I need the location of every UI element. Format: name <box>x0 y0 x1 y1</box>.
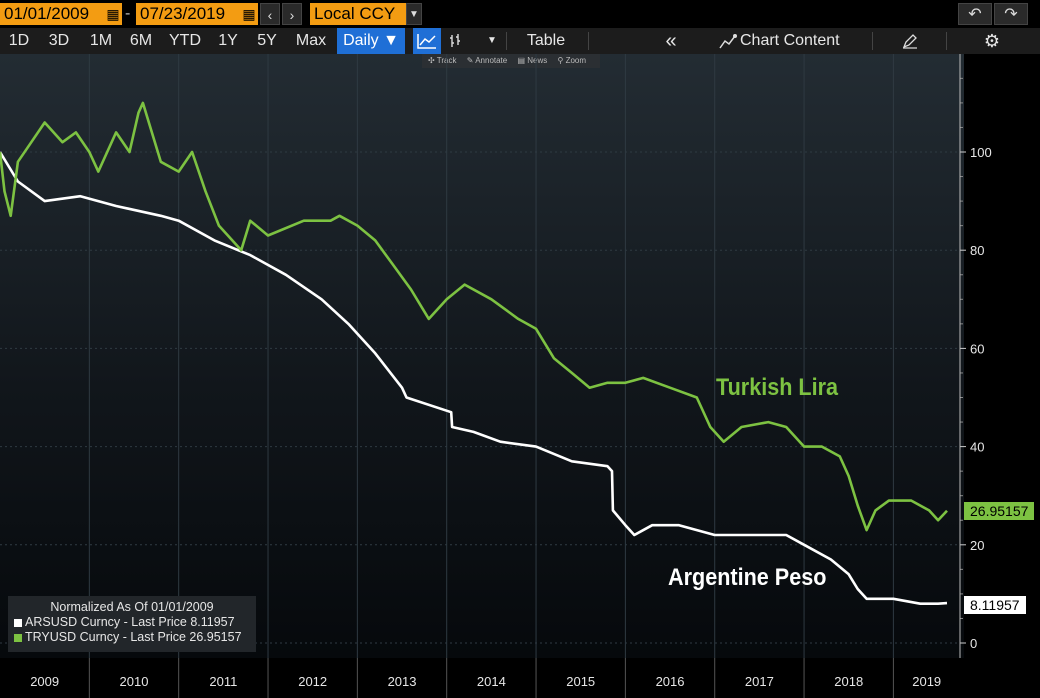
y-tick-label: 40 <box>970 440 984 455</box>
top-bar: 01/01/2009 ▦ - 07/23/2019 ▦ ‹ › Local CC… <box>0 0 1040 28</box>
legend-swatch <box>14 633 22 642</box>
date-separator: - <box>125 5 131 22</box>
y-tick-label: 0 <box>970 636 977 651</box>
legend-label: ARSUSD Curncy - Last Price 8.11957 <box>25 615 235 629</box>
caret-down-icon[interactable]: ▼ <box>406 3 422 25</box>
range-3d[interactable]: 3D <box>48 32 70 49</box>
x-tick-label: 2017 <box>745 674 774 689</box>
legend-item-ars[interactable]: ARSUSD Curncy - Last Price 8.11957 <box>8 615 256 629</box>
x-tick-label: 2016 <box>656 674 685 689</box>
chevron-right-icon[interactable]: › <box>282 3 302 25</box>
legend-title: Normalized As Of 01/01/2009 <box>50 600 214 614</box>
last-price-tag-ars: 8.11957 <box>964 596 1026 614</box>
gear-icon[interactable]: ⚙ <box>983 31 1001 51</box>
range-5y[interactable]: 5Y <box>257 32 277 49</box>
zoom-tool[interactable]: ⚲ Zoom <box>557 56 587 65</box>
frequency-select[interactable]: Daily ▼ <box>337 28 405 54</box>
range-ytd[interactable]: YTD <box>169 32 201 49</box>
line-chart-icon[interactable] <box>413 28 441 54</box>
last-price-tag-try: 26.95157 <box>964 502 1035 520</box>
range-toolbar: 1D 3D 1M 6M YTD 1Y 5Y Max Daily ▼ ▼ Tabl… <box>0 28 1040 54</box>
redo-icon[interactable]: ↷ <box>994 3 1028 25</box>
calendar-icon[interactable]: ▦ <box>104 3 122 25</box>
x-tick-label: 2015 <box>566 674 595 689</box>
divider <box>506 32 507 50</box>
divider <box>946 32 947 50</box>
calendar-icon[interactable]: ▦ <box>240 3 258 25</box>
y-tick-label: 80 <box>970 243 984 258</box>
range-1y[interactable]: 1Y <box>218 32 238 49</box>
range-6m[interactable]: 6M <box>129 32 153 49</box>
divider <box>872 32 873 50</box>
y-tick-label: 60 <box>970 341 984 356</box>
x-tick-label: 2012 <box>298 674 327 689</box>
undo-icon[interactable]: ↶ <box>958 3 992 25</box>
caret-down-icon[interactable]: ▼ <box>487 35 497 46</box>
y-tick-label: 20 <box>970 538 984 553</box>
legend-label: TRYUSD Curncy - Last Price 26.95157 <box>25 630 242 644</box>
divider <box>588 32 589 50</box>
ohlc-icon[interactable] <box>443 28 467 54</box>
chart-content-icon[interactable] <box>716 28 740 54</box>
x-tick-label: 2011 <box>209 674 237 689</box>
news-tool[interactable]: ▤ News <box>517 56 548 65</box>
currency-select[interactable]: Local CCY <box>310 3 406 25</box>
start-date-input[interactable]: 01/01/2009 <box>0 3 104 25</box>
range-max[interactable]: Max <box>295 32 327 49</box>
y-tick-label: 100 <box>970 145 992 160</box>
chart-content-button[interactable]: Chart Content <box>740 32 840 49</box>
legend-swatch <box>14 618 22 627</box>
edit-icon[interactable] <box>898 28 922 54</box>
end-date-input[interactable]: 07/23/2019 <box>136 3 240 25</box>
series-label-turkish-lira: Turkish Lira <box>716 374 839 401</box>
plot-area[interactable] <box>0 54 964 658</box>
x-tick-label: 2013 <box>388 674 417 689</box>
annotate-tool[interactable]: ✎ Annotate <box>466 56 508 65</box>
x-tick-label: 2019 <box>912 674 941 689</box>
x-tick-label: 2010 <box>120 674 149 689</box>
table-button[interactable]: Table <box>526 32 566 49</box>
x-axis-strip <box>0 658 1040 698</box>
legend-item-try[interactable]: TRYUSD Curncy - Last Price 26.95157 <box>8 630 256 644</box>
double-chevron-left-icon[interactable]: « <box>665 30 677 52</box>
x-tick-label: 2009 <box>30 674 59 689</box>
legend: Normalized As Of 01/01/2009 ARSUSD Curnc… <box>8 596 256 652</box>
series-line-turkish-lira <box>0 101 948 532</box>
x-tick-label: 2018 <box>834 674 863 689</box>
series-line-argentine-peso <box>0 151 948 605</box>
range-1m[interactable]: 1M <box>89 32 113 49</box>
chevron-left-icon[interactable]: ‹ <box>260 3 280 25</box>
x-tick-label: 2014 <box>477 674 506 689</box>
series-label-argentine-peso: Argentine Peso <box>668 564 827 591</box>
range-1d[interactable]: 1D <box>8 32 30 49</box>
